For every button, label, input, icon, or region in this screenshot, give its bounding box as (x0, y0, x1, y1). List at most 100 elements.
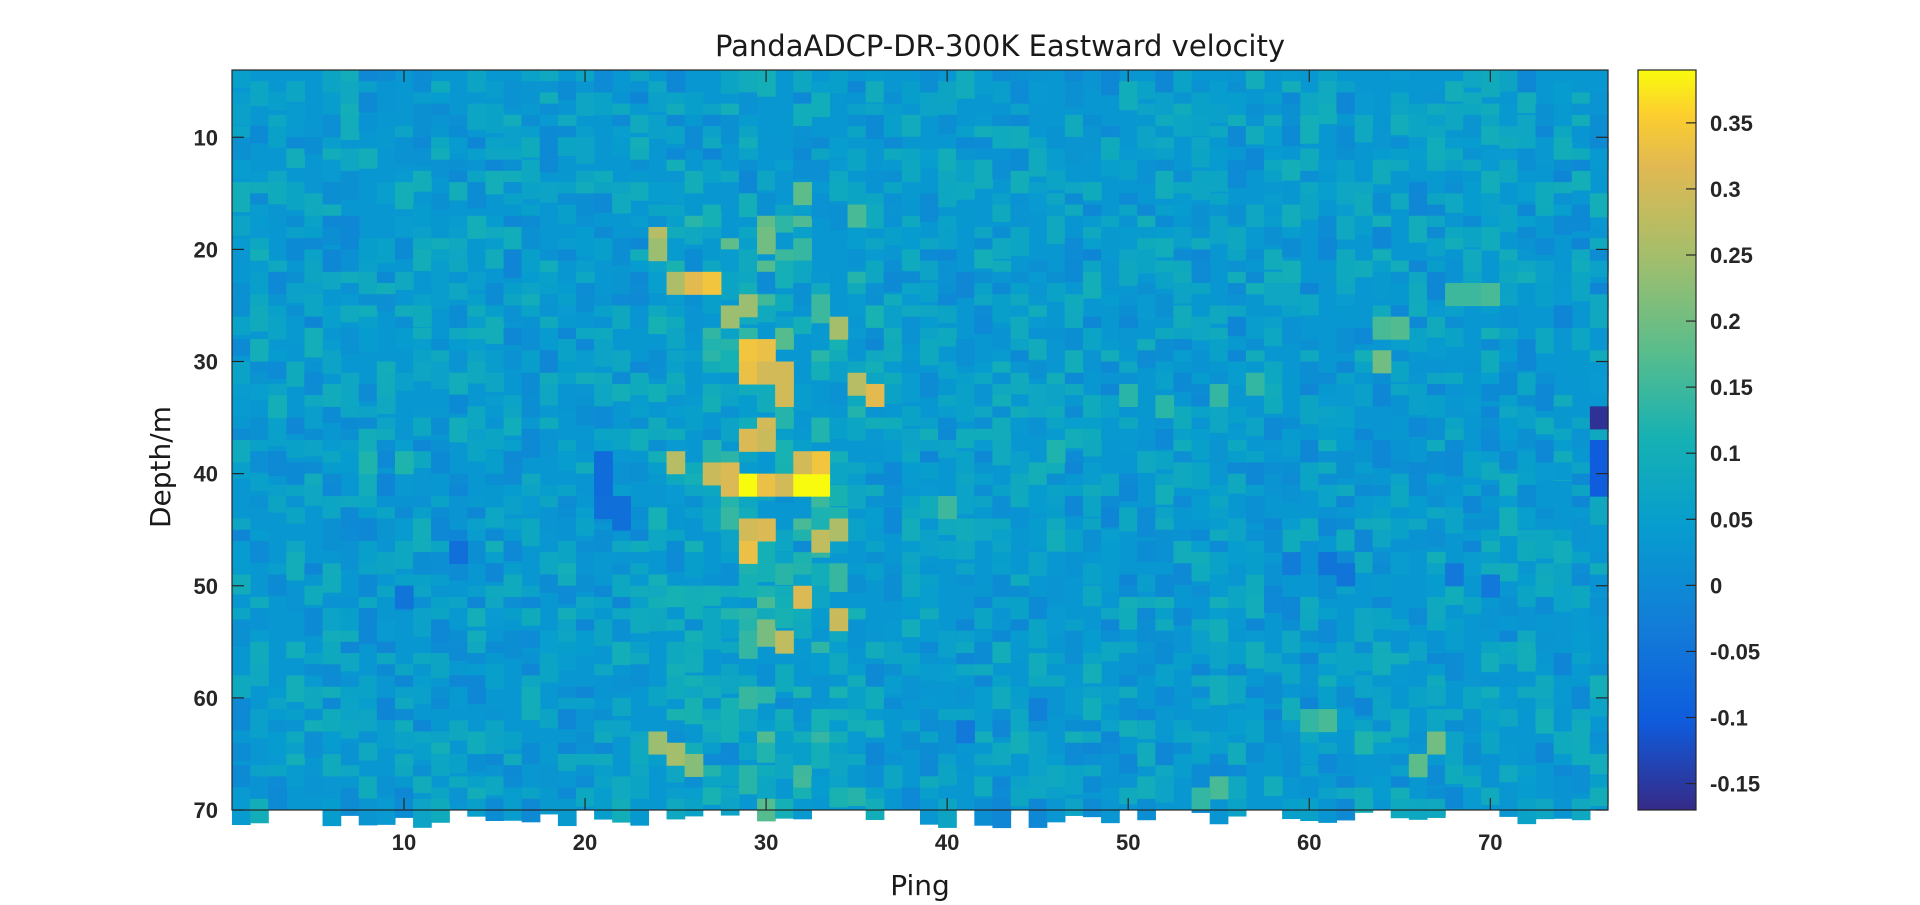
heatmap-texture-cell (340, 451, 360, 473)
heatmap-texture-cell (1245, 496, 1265, 525)
heatmap-texture-cell (1426, 395, 1446, 419)
heatmap-texture-cell (1535, 383, 1555, 412)
x-tick-label: 20 (573, 830, 597, 855)
heatmap-texture-cell (974, 249, 994, 269)
heatmap-texture-cell (1137, 574, 1156, 592)
heatmap-texture-cell (684, 552, 704, 578)
heatmap-texture-cell (1209, 440, 1229, 462)
heatmap-texture-cell (775, 406, 794, 432)
heatmap-texture-cell (1046, 126, 1066, 154)
heatmap-texture-cell (1553, 798, 1573, 819)
heatmap-texture-cell (521, 372, 541, 399)
heatmap-texture-cell (956, 518, 975, 546)
heatmap-texture-cell (1408, 417, 1428, 437)
heatmap-texture-cell (883, 271, 903, 292)
colorbar-tick-label: 0.1 (1710, 441, 1741, 466)
heatmap-texture-cell (720, 417, 740, 442)
heatmap-cell (829, 316, 849, 340)
heatmap-texture-cell (630, 182, 650, 201)
heatmap-texture-cell (829, 753, 849, 781)
heatmap-cell (720, 305, 740, 329)
heatmap-texture-cell (322, 529, 342, 551)
heatmap-texture-cell (594, 552, 613, 577)
heatmap-texture-cell (503, 496, 523, 515)
heatmap-texture-cell (1227, 585, 1247, 610)
heatmap-texture-cell (883, 462, 903, 486)
heatmap-texture-cell (467, 440, 487, 462)
heatmap-texture-cell (829, 462, 849, 485)
heatmap-texture-cell (1445, 507, 1464, 534)
heatmap-texture-cell (232, 619, 251, 647)
heatmap-texture-cell (1191, 709, 1211, 734)
heatmap-texture-cell (1028, 462, 1048, 492)
heatmap-texture-cell (1101, 686, 1120, 705)
colorbar-tick-label: -0.15 (1710, 772, 1760, 797)
heatmap-texture-cell (1408, 283, 1428, 310)
heatmap-texture-cell (358, 798, 378, 826)
colorbar-tick-label: 0.35 (1710, 111, 1753, 136)
heatmap-cell (684, 753, 704, 777)
heatmap-texture-cell (1372, 440, 1392, 468)
heatmap-texture-cell (702, 204, 722, 233)
heatmap-texture-cell (1408, 193, 1428, 220)
heatmap-texture-cell (557, 709, 577, 730)
heatmap-texture-cell (413, 249, 432, 272)
heatmap-texture-cell (901, 462, 921, 488)
heatmap-texture-cell (268, 126, 287, 148)
heatmap-texture-cell (358, 271, 378, 302)
heatmap-cell (793, 585, 812, 609)
heatmap-texture-cell (1318, 103, 1338, 125)
heatmap-texture-cell (1336, 182, 1356, 210)
heatmap-texture-cell (1191, 148, 1211, 168)
heatmap-texture-cell (1119, 787, 1138, 805)
heatmap-texture-cell (865, 664, 885, 691)
heatmap-texture-cell (1191, 350, 1211, 375)
heatmap-texture-cell (829, 383, 849, 405)
heatmap-texture-cell (539, 507, 559, 534)
heatmap-texture-cell (1426, 798, 1446, 818)
heatmap-texture-cell (757, 383, 776, 413)
heatmap-texture-cell (1499, 507, 1519, 537)
heatmap-texture-cell (394, 518, 414, 549)
heatmap-texture-cell (485, 350, 505, 376)
heatmap-texture-cell (340, 608, 360, 638)
heatmap-texture-cell (1046, 765, 1066, 788)
heatmap-texture-cell (1517, 608, 1537, 629)
heatmap-texture-cell (576, 238, 595, 256)
heatmap-cell (648, 731, 668, 755)
heatmap-texture-cell (304, 406, 324, 432)
heatmap-texture-cell (286, 417, 306, 435)
heatmap-texture-cell (576, 787, 595, 807)
heatmap-texture-cell (811, 653, 831, 679)
heatmap-texture-cell (413, 776, 432, 794)
heatmap-texture-cell (1571, 126, 1591, 143)
heatmap-texture-cell (865, 686, 885, 714)
heatmap-texture-cell (1463, 596, 1482, 615)
heatmap-cell (1408, 753, 1428, 777)
heatmap-texture-cell (1173, 372, 1193, 392)
heatmap-texture-cell (702, 787, 722, 805)
heatmap-texture-cell (431, 417, 450, 436)
heatmap-texture-cell (304, 260, 324, 289)
heatmap-texture-cell (1046, 339, 1066, 365)
heatmap-texture-cell (1245, 294, 1265, 316)
heatmap-texture-cell (666, 641, 686, 668)
heatmap-texture-cell (666, 552, 686, 572)
heatmap-texture-cell (232, 193, 251, 213)
heatmap-texture-cell (1082, 664, 1102, 684)
heatmap-texture-cell (1264, 283, 1283, 306)
heatmap-texture-cell (1155, 294, 1175, 318)
heatmap-texture-cell (1282, 664, 1301, 684)
heatmap-texture-cell (1354, 193, 1374, 220)
heatmap-texture-cell (1264, 327, 1283, 347)
heatmap-texture-cell (775, 664, 794, 692)
heatmap-texture-cell (1137, 742, 1156, 767)
heatmap-texture-cell (1481, 193, 1500, 221)
heatmap-texture-cell (720, 697, 740, 723)
heatmap-texture-cell (1155, 92, 1175, 121)
heatmap-cell (594, 496, 613, 520)
heatmap-texture-cell (1372, 193, 1392, 213)
heatmap-texture-cell (956, 182, 975, 200)
heatmap-texture-cell (1010, 204, 1030, 231)
heatmap-texture-cell (358, 518, 378, 546)
